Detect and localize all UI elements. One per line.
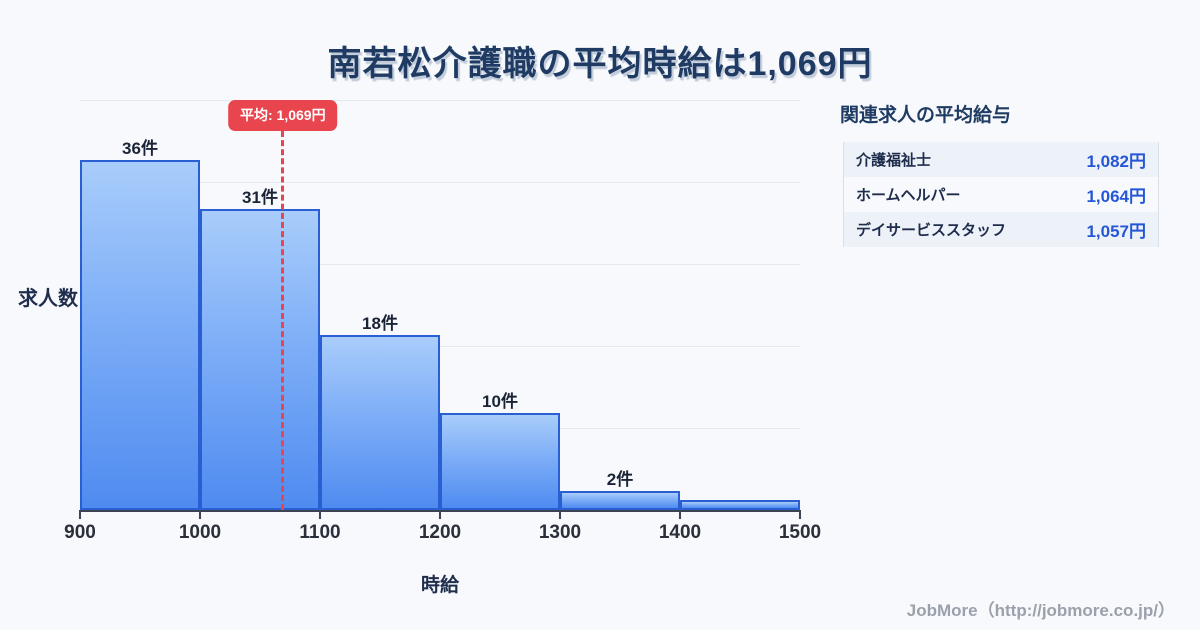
footer-credit: JobMore（http://jobmore.co.jp/） [906, 601, 1175, 620]
related-job-salary: 1,064円 [1086, 187, 1146, 206]
x-tick-label: 1100 [299, 522, 341, 543]
x-axis-label: 時給 [420, 575, 459, 596]
bar-count-label: 2件 [606, 469, 634, 489]
histogram-bar [680, 500, 800, 510]
x-tick-mark [79, 510, 81, 519]
related-job-name: 介護福祉士 [856, 152, 932, 169]
related-salary-list: 介護福祉士 1,082円ホームヘルパー 1,064円デイサービススタッフ 1,057円 [843, 142, 1159, 247]
histogram-bar [440, 412, 560, 510]
gridline [80, 100, 800, 101]
gridline [80, 346, 800, 347]
related-panel-heading: 関連求人の平均給与 [840, 105, 1012, 126]
x-tick-mark [679, 510, 681, 519]
related-row: 介護福祉士 1,082円 [844, 142, 1158, 177]
histogram-bar [80, 160, 200, 510]
x-tick-mark [199, 510, 201, 519]
related-job-salary: 1,057円 [1086, 222, 1146, 241]
x-tick-mark [799, 510, 801, 519]
histogram-plot: 求人数 時給 平均: 1,069円 36件 31件 18件 10件 2件 900 1000 1… [18, 100, 822, 596]
x-tick-mark [319, 510, 321, 519]
histogram-bar [200, 208, 320, 510]
gridline [80, 264, 800, 265]
x-tick-label: 900 [64, 522, 96, 543]
y-axis-label: 求人数 [18, 288, 78, 310]
bar-count-label: 31件 [242, 187, 278, 207]
page-title: 南若松介護職の平均時給は1,069円 [327, 45, 873, 83]
x-tick-mark [439, 510, 441, 519]
bar-count-label: 18件 [362, 314, 398, 333]
histogram-bar [560, 490, 680, 510]
related-job-name: デイサービススタッフ [856, 222, 1007, 239]
related-job-name: ホームヘルパー [856, 187, 961, 204]
x-tick-label: 1200 [418, 522, 462, 543]
x-tick-label: 1400 [658, 522, 702, 543]
bar-count-label: 36件 [122, 139, 158, 158]
average-badge: 平均: 1,069円 [228, 100, 338, 131]
x-tick-label: 1300 [538, 522, 582, 543]
related-row: ホームヘルパー 1,064円 [844, 177, 1158, 212]
x-tick-label: 1500 [778, 522, 822, 543]
related-job-salary: 1,082円 [1086, 152, 1146, 171]
average-marker-line [281, 131, 285, 510]
related-row: デイサービススタッフ 1,057円 [844, 212, 1158, 247]
x-tick-label: 1000 [178, 522, 222, 543]
gridline [80, 182, 800, 183]
histogram-bar [320, 335, 440, 510]
x-tick-mark [559, 510, 561, 519]
bar-count-label: 10件 [482, 391, 518, 411]
